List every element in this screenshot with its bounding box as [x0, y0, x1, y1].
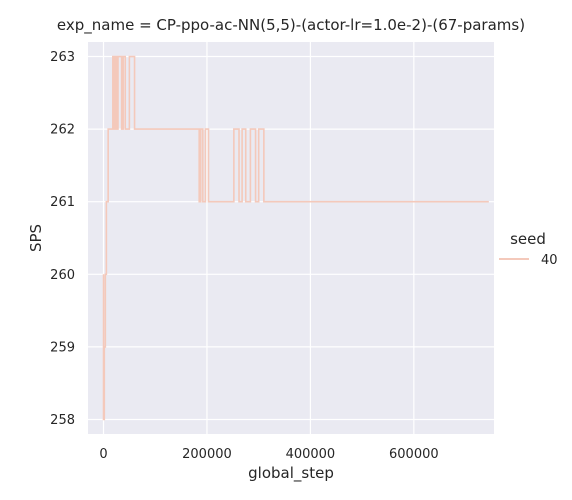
legend-title: seed: [510, 230, 546, 248]
y-tick-label: 263: [50, 50, 75, 65]
legend: seed 40: [499, 230, 558, 268]
y-tick-labels: 258 259 260 261 262 263: [50, 50, 75, 428]
y-tick-label: 262: [50, 123, 75, 138]
x-axis-label: global_step: [248, 464, 334, 483]
y-tick-label: 260: [50, 268, 75, 283]
x-tick-label: 600000: [389, 447, 439, 462]
y-axis-label: SPS: [27, 224, 45, 252]
chart-title: exp_name = CP-ppo-ac-NN(5,5)-(actor-lr=1…: [57, 16, 525, 35]
legend-label-40: 40: [541, 253, 558, 268]
x-tick-label: 0: [99, 447, 107, 462]
grid: [88, 42, 494, 434]
y-tick-label: 259: [50, 340, 75, 355]
x-tick-labels: 0 200000 400000 600000: [99, 447, 438, 462]
series-layer: [102, 55, 489, 421]
y-tick-label: 261: [50, 195, 75, 210]
y-tick-label: 258: [50, 413, 75, 428]
x-tick-label: 400000: [286, 447, 336, 462]
series-line-40: [102, 55, 489, 421]
plot-area: [88, 42, 494, 434]
x-tick-label: 200000: [182, 447, 232, 462]
